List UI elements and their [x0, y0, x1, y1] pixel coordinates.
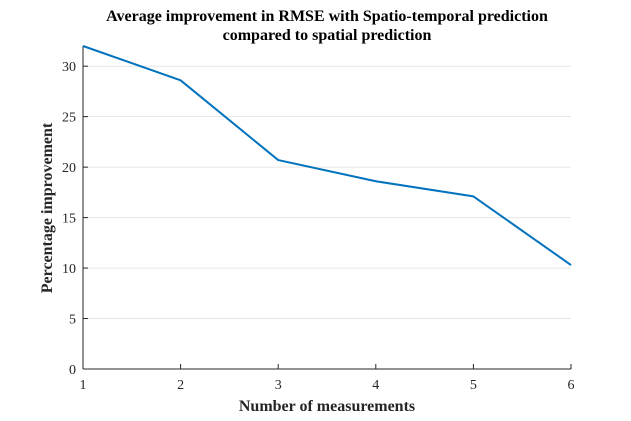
axes	[82, 46, 572, 370]
series-line	[82, 45, 572, 266]
grid-lines	[83, 65, 571, 320]
y-tick-label: 5	[69, 313, 76, 328]
x-tick-label: 5	[470, 378, 477, 393]
tick-labels: 0 5 10 15 20 25 30 1 2 3 4 5 6	[62, 60, 575, 393]
x-tick-label: 6	[568, 378, 575, 393]
chart-title: Average improvement in RMSE with Spatio-…	[106, 8, 548, 25]
series-layer	[82, 45, 572, 266]
chart-subtitle: compared to spatial prediction	[223, 27, 432, 44]
y-tick-label: 25	[62, 111, 76, 126]
y-tick-label: 20	[62, 161, 76, 176]
y-tick-label: 15	[62, 212, 76, 227]
y-tick-label: 10	[62, 262, 76, 277]
x-tick-label: 4	[372, 378, 379, 393]
x-axis-label: Number of measurements	[239, 398, 415, 415]
y-axis-label: Percentage improvement	[39, 122, 56, 293]
x-tick-label: 2	[177, 378, 184, 393]
y-tick-label: 30	[62, 60, 76, 75]
x-tick-label: 3	[275, 378, 282, 393]
x-tick-label: 1	[80, 378, 87, 393]
y-tick-label: 0	[69, 363, 76, 378]
